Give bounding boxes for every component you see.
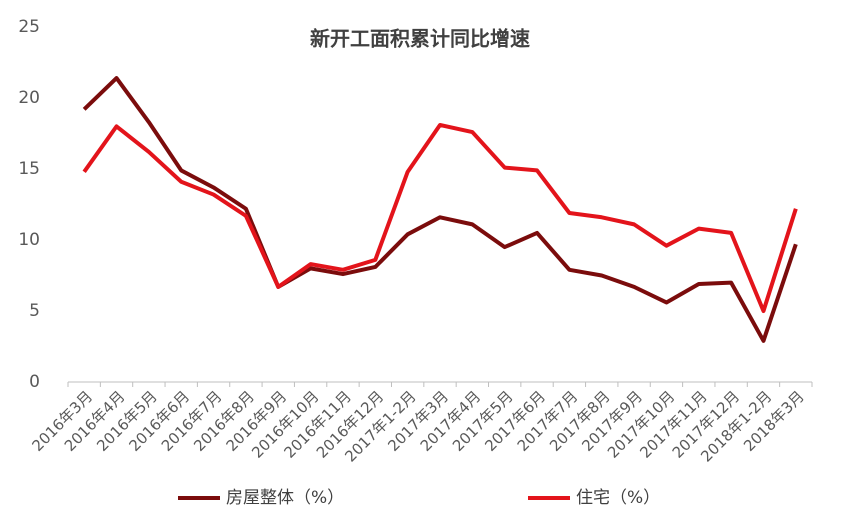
y-tick-label: 0 — [29, 372, 40, 392]
y-tick-label: 5 — [29, 301, 40, 321]
chart-title: 新开工面积累计同比增速 — [310, 27, 530, 51]
legend-label: 房屋整体（%） — [226, 488, 344, 508]
legend-label: 住宅（%） — [576, 488, 660, 508]
y-tick-label: 20 — [18, 88, 40, 108]
series-line — [82, 122, 798, 313]
series-line — [82, 76, 798, 343]
y-tick-label: 10 — [18, 230, 40, 250]
y-tick-label: 15 — [18, 159, 40, 179]
y-tick-label: 25 — [18, 17, 40, 37]
